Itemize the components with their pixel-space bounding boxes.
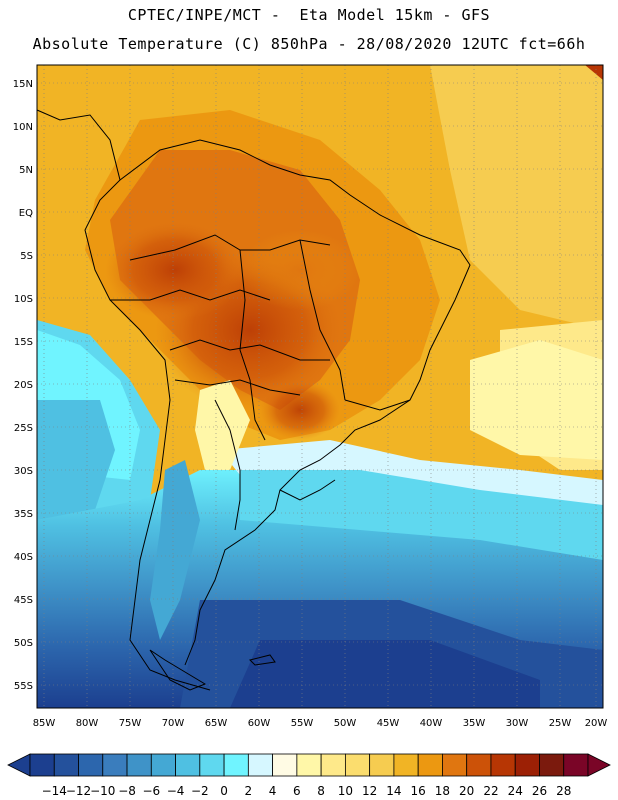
colorbar-tick-label: 20 bbox=[459, 784, 474, 798]
colorbar-swatch bbox=[296, 753, 322, 777]
colorbar-swatch bbox=[320, 753, 346, 777]
lon-label: 20W bbox=[585, 718, 608, 729]
colorbar bbox=[7, 753, 611, 777]
colorbar-tick-label: 12 bbox=[362, 784, 377, 798]
colorbar-swatch bbox=[393, 753, 419, 777]
lat-label: EQ bbox=[19, 208, 33, 219]
colorbar-tick-label: 14 bbox=[386, 784, 401, 798]
colorbar-arrow-low bbox=[7, 753, 31, 777]
latitude-axis: 15N 10N 5N EQ 5S 10S 15S 20S 25S 30S 35S… bbox=[13, 79, 33, 692]
map-title-line1: CPTEC/INPE/MCT - Eta Model 15km - GFS bbox=[127, 6, 491, 24]
colorbar-tick-label: 2 bbox=[245, 784, 253, 798]
colorbar-tick-label: 16 bbox=[411, 784, 426, 798]
colorbar-labels: −14−12−10 −8 −6 −4 −2 0 2 4 6 8 10 12 14 16 18 20 22 24 26… bbox=[42, 784, 572, 798]
colorbar-swatch bbox=[53, 753, 79, 777]
colorbar-swatch bbox=[272, 753, 298, 777]
lon-label: 40W bbox=[420, 718, 443, 729]
colorbar-tick-label: 10 bbox=[338, 784, 353, 798]
lon-label: 55W bbox=[291, 718, 314, 729]
lon-label: 80W bbox=[76, 718, 99, 729]
lon-label: 25W bbox=[549, 718, 572, 729]
lat-label: 25S bbox=[14, 423, 33, 434]
colorbar-tick-label: −12 bbox=[66, 784, 91, 798]
colorbar-tick-label: 8 bbox=[317, 784, 325, 798]
colorbar-swatch bbox=[490, 753, 516, 777]
colorbar-swatch bbox=[29, 753, 55, 777]
lon-label: 45W bbox=[377, 718, 400, 729]
lat-label: 35S bbox=[14, 509, 33, 520]
lon-label: 50W bbox=[334, 718, 357, 729]
colorbar-swatch bbox=[442, 753, 468, 777]
plot-frame bbox=[36, 64, 604, 709]
lat-label: 30S bbox=[14, 466, 33, 477]
lat-label: 15N bbox=[13, 79, 33, 90]
colorbar-swatch bbox=[150, 753, 176, 777]
colorbar-swatch bbox=[223, 753, 249, 777]
lat-label: 50S bbox=[14, 638, 33, 649]
lon-label: 75W bbox=[119, 718, 142, 729]
lat-label: 15S bbox=[14, 337, 33, 348]
longitude-axis: 85W 80W 75W 70W 65W 60W 55W 50W 45W 40W … bbox=[33, 718, 608, 729]
colorbar-tick-label: −14 bbox=[42, 784, 67, 798]
colorbar-tick-label: 22 bbox=[483, 784, 498, 798]
lon-label: 30W bbox=[506, 718, 529, 729]
colorbar-swatch bbox=[417, 753, 443, 777]
colorbar-tick-label: −10 bbox=[90, 784, 115, 798]
lat-label: 5N bbox=[19, 165, 33, 176]
colorbar-tick-label: 26 bbox=[532, 784, 547, 798]
map-title-line2: Absolute Temperature (C) 850hPa - 28/08/… bbox=[32, 35, 586, 53]
lat-label: 40S bbox=[14, 552, 33, 563]
lat-label: 5S bbox=[20, 251, 33, 262]
colorbar-tick-label: −2 bbox=[191, 784, 209, 798]
lat-label: 10N bbox=[13, 122, 33, 133]
colorbar-swatch bbox=[175, 753, 201, 777]
colorbar-tick-label: 6 bbox=[293, 784, 301, 798]
lat-label: 10S bbox=[14, 294, 33, 305]
colorbar-swatch bbox=[247, 753, 274, 777]
colorbar-tick-label: −6 bbox=[142, 784, 160, 798]
coastlines-borders bbox=[36, 109, 471, 691]
colorbar-tick-label: −4 bbox=[167, 784, 185, 798]
lat-label: 45S bbox=[14, 595, 33, 606]
colorbar-swatch bbox=[78, 753, 104, 777]
lat-label: 20S bbox=[14, 380, 33, 391]
lon-label: 60W bbox=[248, 718, 271, 729]
temperature-field bbox=[37, 65, 603, 708]
colorbar-swatch bbox=[369, 753, 395, 777]
colorbar-swatch bbox=[466, 753, 492, 777]
lon-label: 70W bbox=[162, 718, 185, 729]
lon-label: 35W bbox=[463, 718, 486, 729]
colorbar-tick-label: −8 bbox=[118, 784, 136, 798]
colorbar-swatch bbox=[199, 753, 225, 777]
colorbar-swatch bbox=[563, 753, 589, 777]
lon-label: 65W bbox=[205, 718, 228, 729]
colorbar-swatch bbox=[126, 753, 152, 777]
colorbar-tick-label: 0 bbox=[220, 784, 228, 798]
colorbar-tick-label: 28 bbox=[556, 784, 571, 798]
colorbar-swatch bbox=[102, 753, 128, 777]
colorbar-swatch bbox=[344, 753, 371, 777]
colorbar-arrow-high bbox=[587, 753, 611, 777]
colorbar-swatch bbox=[539, 753, 565, 777]
colorbar-tick-label: 4 bbox=[269, 784, 277, 798]
colorbar-swatch bbox=[514, 753, 540, 777]
colorbar-tick-label: 24 bbox=[508, 784, 523, 798]
lat-label: 55S bbox=[14, 681, 33, 692]
colorbar-tick-label: 18 bbox=[435, 784, 450, 798]
lon-label: 85W bbox=[33, 718, 56, 729]
